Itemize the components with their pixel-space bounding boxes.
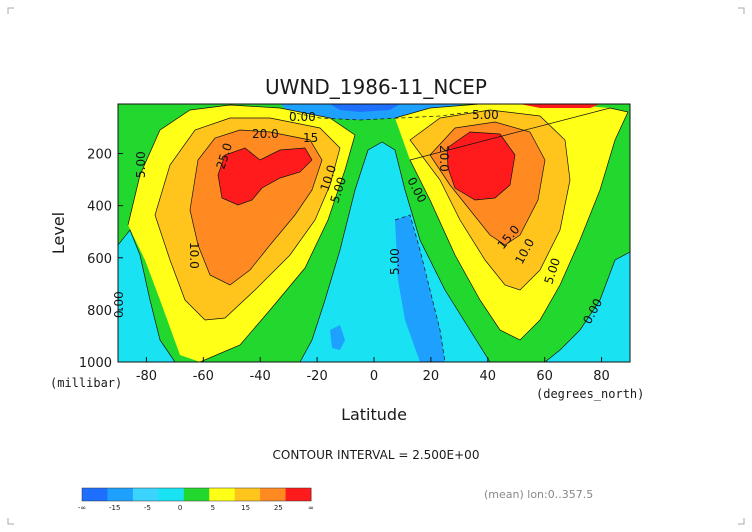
contour-label: 20.0	[252, 127, 279, 141]
nh-jet-core	[447, 132, 515, 200]
colorbar-tick-label: 15	[241, 504, 250, 512]
contour-label: 5.00	[134, 151, 148, 178]
chart-title: UWND_1986-11_NCEP	[265, 75, 487, 99]
footer-note: (mean) lon:0..357.5	[484, 488, 593, 501]
y-tick-label: 200	[87, 148, 112, 163]
contour-line	[299, 141, 491, 362]
sh-jet-core	[218, 148, 312, 205]
x-tick-label: 60	[536, 369, 553, 384]
contour-line	[409, 109, 571, 291]
contour-line	[127, 104, 356, 362]
colorbar-swatch	[183, 488, 210, 501]
region-easterly-pocket	[330, 325, 345, 350]
contour-line	[189, 129, 323, 286]
y-unit-label: (millibar)	[50, 376, 122, 390]
colorbar-tick-label: -∞	[78, 504, 86, 512]
colorbar-tick-label: -15	[109, 504, 120, 512]
x-tick-label: 80	[593, 369, 610, 384]
colorbar-tick-label: 0	[178, 504, 182, 512]
colorbar-swatch	[260, 488, 287, 501]
corner-mark-bl	[7, 518, 14, 525]
y-tick-label: 600	[87, 252, 112, 267]
contour-line	[217, 147, 313, 206]
contour-line	[118, 229, 176, 362]
x-tick-label: -60	[193, 369, 214, 384]
x-tick-label: -80	[136, 369, 157, 384]
contour-line-negative	[289, 111, 471, 121]
colorbar-frame	[81, 487, 312, 502]
corner-mark-tr	[738, 7, 745, 14]
x-tick-label: 20	[423, 369, 440, 384]
contour-label: 15	[303, 131, 318, 145]
y-axis-title: Level	[49, 212, 68, 254]
x-tick-label: 0	[370, 369, 378, 384]
colorbar-swatch	[158, 488, 185, 501]
contour-line	[446, 131, 516, 201]
contour-label: 5.00	[472, 108, 499, 122]
region-easterly-tropics-core	[395, 215, 445, 362]
colorbar-tick-label: 25	[274, 504, 283, 512]
contour-field	[118, 104, 630, 362]
colorbar-swatch	[209, 488, 236, 501]
x-axis: -80 -60 -40 -20 0 20 40 60 80	[136, 357, 610, 384]
contour-interval: CONTOUR INTERVAL = 2.500E+00	[273, 448, 480, 462]
x-axis-title: Latitude	[341, 405, 407, 424]
x-tick-label: 40	[480, 369, 497, 384]
contour-label: 5.00	[388, 248, 402, 275]
corner-mark-tl	[7, 7, 14, 14]
colorbar-tick-label: ∞	[308, 504, 314, 512]
x-unit-label: (degrees_north)	[536, 387, 644, 401]
y-tick-label: 400	[87, 200, 112, 215]
y-tick-label: 1000	[79, 356, 112, 371]
colorbar-swatch	[107, 488, 134, 501]
colorbar: -∞ -15 -5 0 5 15 25 ∞	[78, 487, 314, 512]
x-tick-label: -20	[306, 369, 327, 384]
contour-line-negative	[394, 214, 446, 362]
region-easterly-tropics	[300, 142, 490, 362]
region-easterly-strat-core	[330, 104, 400, 112]
nh-strat-core	[520, 104, 600, 108]
corner-mark-br	[738, 518, 745, 525]
contour-label: 0.00	[289, 110, 316, 124]
y-axis: 200 400 600 800 1000	[79, 148, 123, 371]
contour-line	[429, 121, 546, 246]
region-easterly-south	[118, 230, 175, 362]
colorbar-tick-label: 5	[211, 504, 215, 512]
region-easterly-north	[545, 252, 630, 362]
contour-line	[544, 251, 630, 362]
contour-labels: 0.00 20.0 15 25.0 10.0 5.00 5.00 0.00 20…	[112, 108, 605, 326]
contour-line	[154, 117, 341, 321]
colorbar-tick-label: -5	[144, 504, 151, 512]
contour-label: 20.0	[437, 145, 451, 172]
colorbar-swatch	[234, 488, 261, 501]
x-tick-label: -40	[250, 369, 271, 384]
colorbar-swatch	[285, 488, 312, 501]
contour-label: 0.00	[112, 291, 126, 318]
colorbar-swatch	[82, 488, 108, 501]
contour-label: 10.0	[187, 242, 201, 269]
y-tick-label: 800	[87, 304, 112, 319]
colorbar-swatch	[132, 488, 159, 501]
contour-line	[394, 104, 629, 341]
